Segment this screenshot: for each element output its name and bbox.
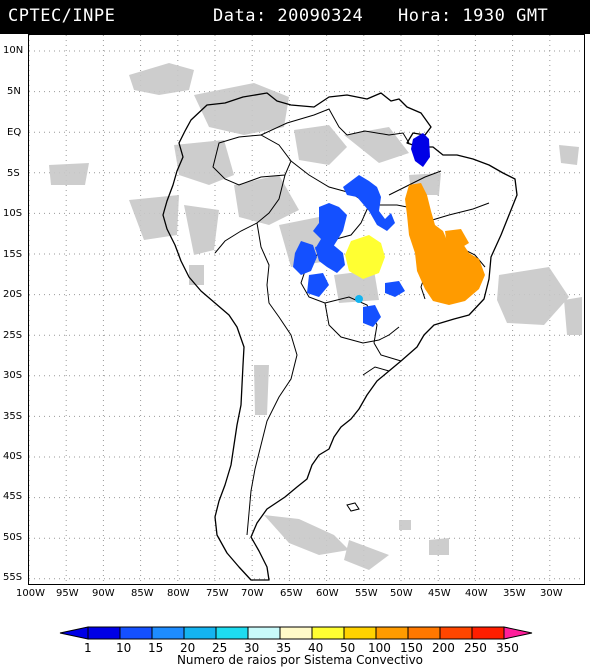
lon-label: 30W [540,588,563,599]
colorbar-label: 30 [244,641,260,655]
lat-label: EQ [7,127,22,138]
lat-label: 10S [3,208,23,219]
colorbar-swatch [87,626,121,640]
colorbar-caption: Numero de raios por Sistema Convectivo [176,653,424,667]
amapa-system [411,133,430,167]
colorbar-swatch [215,626,249,640]
colorbar-swatch [119,626,153,640]
colorbar-label: 20 [180,641,196,655]
lon-label: 55W [355,588,378,599]
colorbar-label: 40 [308,641,324,655]
map-frame: 10N 5N EQ 5S 10S 15S 20S 25S 30S 35S 40S… [3,34,585,585]
convective-systems [293,133,485,327]
colorbar-label: 1 [84,641,92,655]
colorbar-swatch [439,626,473,640]
lon-label: 40W [465,588,488,599]
lon-label: 75W [206,588,229,599]
lon-label: 85W [131,588,154,599]
colorbar-swatch [183,626,217,640]
lon-label: 50W [390,588,413,599]
lon-label: 65W [280,588,303,599]
colorbar-swatch [151,626,185,640]
colorbar-high-arrow [503,626,533,640]
lon-label: 60W [316,588,339,599]
colorbar-swatch [279,626,313,640]
colorbar-swatch [407,626,441,640]
colorbar-label: 250 [464,641,487,655]
colorbar-swatch [311,626,345,640]
lat-label: 50S [3,532,23,543]
colorbar-label: 200 [432,641,455,655]
lon-label: 100W [16,588,45,599]
cloud-cover [49,63,582,570]
bahia-system [405,183,485,305]
goias-system [345,235,385,279]
colorbar-swatch [343,626,377,640]
south-america-outline [162,92,518,581]
colorbar-swatch [375,626,409,640]
lat-label: 40S [3,451,23,462]
lat-label: 20S [3,289,23,300]
source-title: CPTEC/INPE [8,6,116,26]
lat-label: 45S [3,491,23,502]
lon-label: 35W [503,588,526,599]
map-header: CPTEC/INPE Data: 20090324 Hora: 1930 GMT [0,0,590,34]
colorbar-label: 15 [148,641,164,655]
lon-label: 45W [428,588,451,599]
lon-label: 90W [92,588,115,599]
date-text: Data: 20090324 [213,6,364,26]
map-canvas [29,35,584,584]
lon-label: 80W [167,588,190,599]
colorbar-label: 50 [340,641,356,655]
colorbar-label: 35 [276,641,292,655]
lat-label: 10N [3,45,24,56]
para-system [343,175,395,231]
lat-label: 55S [3,572,23,583]
colorbar-label: 150 [400,641,423,655]
colorbar-label: 10 [116,641,132,655]
lat-label: 5N [7,86,21,97]
lon-label: 95W [56,588,79,599]
time-text: Hora: 1930 GMT [398,6,549,26]
lat-label: 35S [3,411,23,422]
colorbar-label: 350 [496,641,519,655]
colorbar-label: 25 [212,641,228,655]
colorbar-swatch [471,626,505,640]
lat-label: 5S [7,168,20,179]
colorbar-label: 100 [368,641,391,655]
colorbar-low-arrow [59,626,89,640]
colorbar-swatch [247,626,281,640]
lat-label: 15S [3,249,23,260]
lat-label: 30S [3,370,23,381]
lon-label: 70W [241,588,264,599]
lat-label: 25S [3,330,23,341]
